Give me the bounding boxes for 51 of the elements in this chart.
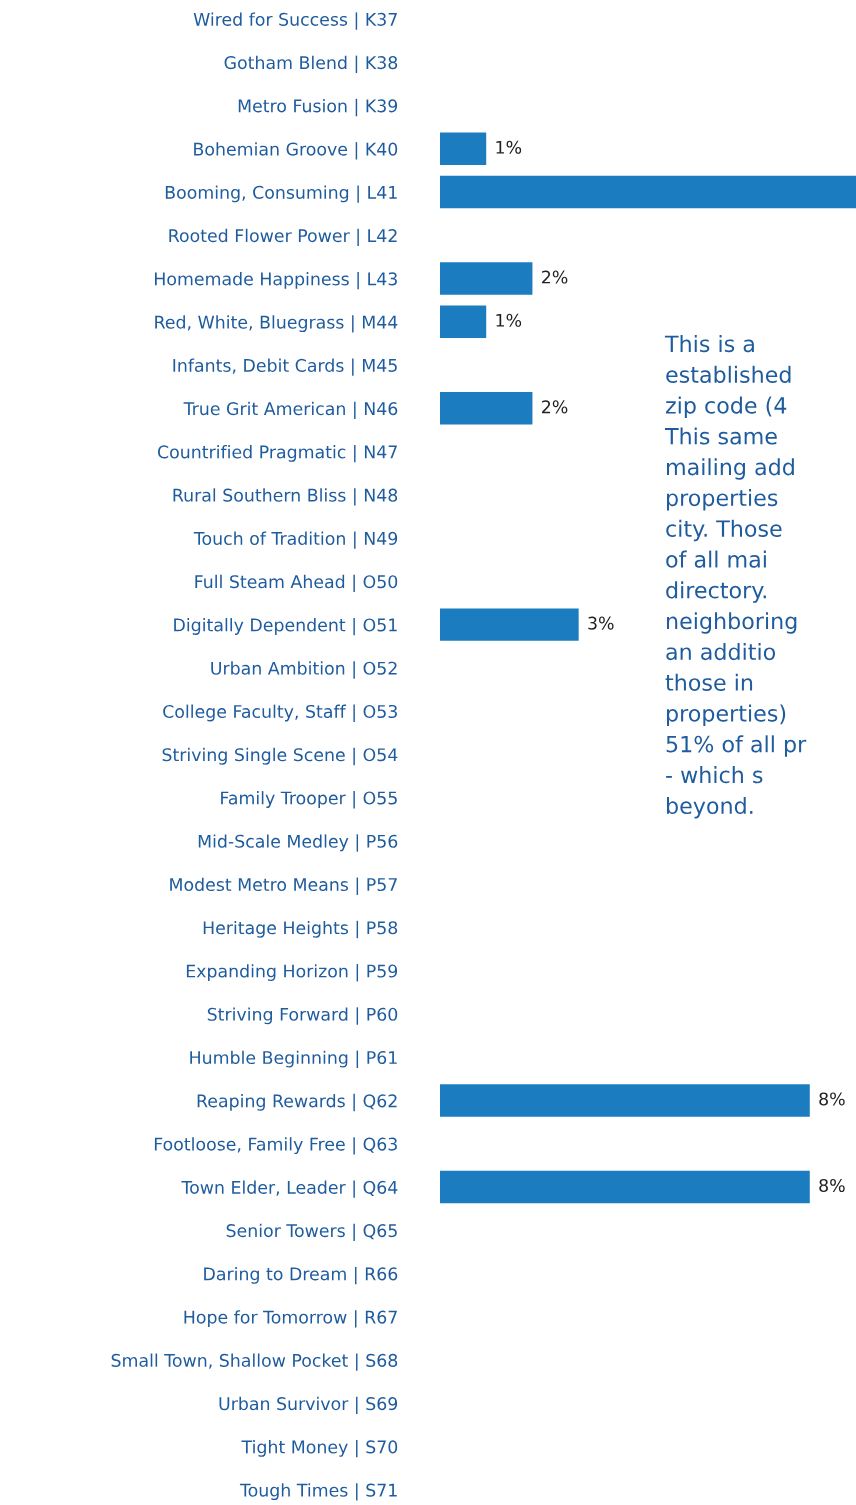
y-tick-label: Rooted Flower Power | L42 — [169, 228, 397, 247]
data-label: 2% — [542, 400, 568, 414]
y-tick-label: Countrified Pragmatic | N47 — [157, 444, 397, 463]
bar — [440, 392, 533, 425]
data-label: 1% — [496, 313, 522, 327]
y-tick-label: Daring to Dream | R66 — [204, 1266, 398, 1285]
y-tick-label: Red, White, Bluegrass | M44 — [155, 315, 398, 333]
y-tick-label: Metro Fusion | K39 — [238, 98, 398, 117]
y-tick-label: Family Trooper | O55 — [221, 791, 397, 809]
y-tick-label: Tough Times | S71 — [239, 1483, 397, 1501]
bar — [440, 608, 579, 641]
y-tick-label: Reaping Rewards | Q62 — [197, 1093, 397, 1112]
y-tick-label: Digitally Dependent | O51 — [174, 618, 397, 636]
y-tick-label: Gotham Blend | K38 — [224, 55, 398, 73]
y-tick-label: Expanding Horizon | P59 — [186, 964, 398, 982]
data-label: 2% — [542, 270, 568, 284]
y-tick-label: Touch of Tradition | N49 — [193, 531, 398, 549]
y-tick-label: True Grit American | N46 — [183, 401, 398, 420]
data-label: 8% — [819, 1178, 845, 1193]
y-tick-label: Small Town, Shallow Pocket | S68 — [111, 1353, 398, 1371]
bar — [440, 175, 856, 209]
y-tick-label: Hope for Tomorrow | R67 — [184, 1310, 397, 1328]
y-tick-label: Urban Survivor | S69 — [219, 1396, 398, 1415]
y-tick-label: Infants, Debit Cards | M45 — [173, 358, 397, 376]
y-tick-label: Striving Single Scene | O54 — [162, 747, 398, 766]
y-tick-label: Senior Towers | Q65 — [226, 1223, 397, 1242]
data-label: 1% — [496, 140, 522, 154]
y-tick-label: Town Elder, Leader | Q64 — [181, 1180, 398, 1198]
y-tick-label: Mid-Scale Medley | P56 — [198, 834, 398, 852]
data-label: 8% — [819, 1092, 845, 1106]
y-tick-label: Striving Forward | P60 — [207, 1007, 398, 1025]
y-tick-label: Tight Money | S70 — [241, 1439, 398, 1458]
text: This is a established zip code (4 This same mailing add properties city. Those of all mai directory. neighboring an additio those in properties) 51% of all pr - which s beyond. — [664, 335, 807, 819]
bar — [440, 132, 487, 165]
y-tick-label: Urban Ambition | O52 — [211, 661, 397, 679]
y-tick-label: Full Steam Ahead | O50 — [195, 574, 398, 593]
data-label: 3% — [588, 616, 614, 630]
y-tick-label: Rural Southern Bliss | N48 — [173, 488, 398, 506]
y-tick-label: Humble Beginning | P61 — [190, 1050, 397, 1068]
y-tick-label: Booming, Consuming | L41 — [165, 185, 397, 203]
y-tick-label: Bohemian Groove | K40 — [194, 142, 398, 160]
y-tick-label: College Faculty, Staff | O53 — [163, 704, 397, 722]
bar — [440, 1084, 810, 1117]
y-tick-label: Footloose, Family Free | Q63 — [154, 1137, 397, 1155]
y-tick-label: Homemade Happiness | L43 — [155, 271, 397, 290]
bar — [440, 262, 533, 295]
y-tick-label: Modest Metro Means | P57 — [170, 877, 397, 895]
bar — [440, 1170, 810, 1204]
y-tick-label: Wired for Success | K37 — [193, 12, 397, 30]
bar — [440, 305, 487, 339]
y-tick-label: Heritage Heights | P58 — [203, 920, 398, 939]
